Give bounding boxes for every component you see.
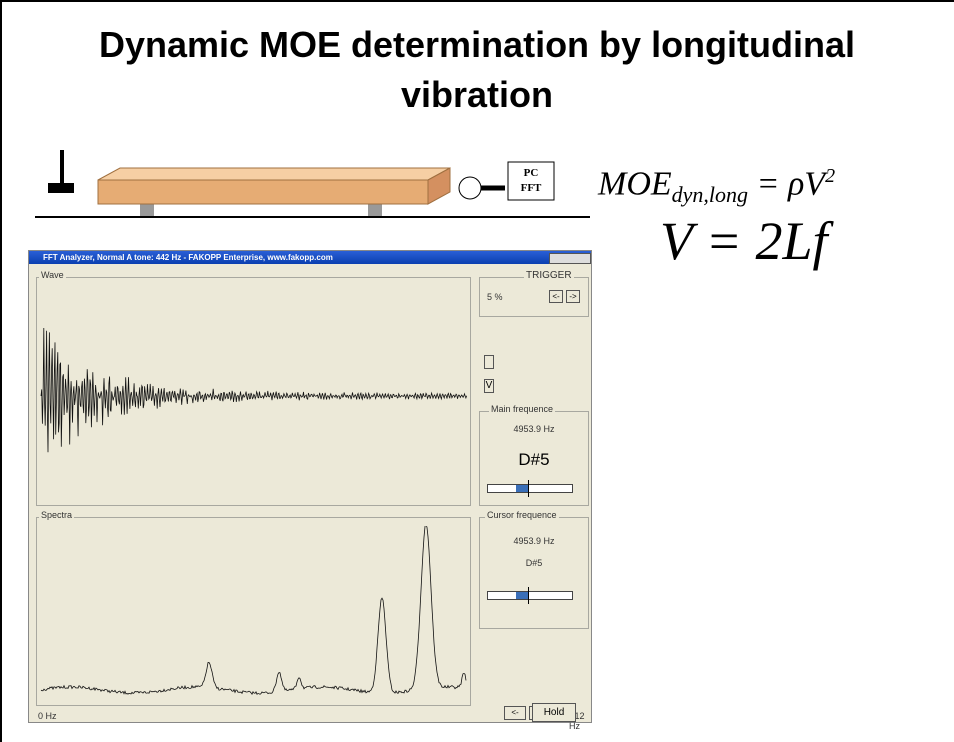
mode-button[interactable] — [484, 355, 494, 369]
slider[interactable] — [487, 480, 573, 497]
group-label: TRIGGER — [524, 270, 574, 281]
waveform — [40, 327, 467, 453]
formula-subscript: dyn,long — [671, 182, 749, 208]
group-label: Wave — [39, 270, 66, 280]
group-label: Spectra — [39, 510, 75, 520]
fft-window: FFT Analyzer, Normal A tone: 442 Hz - FA… — [28, 250, 592, 731]
cursor-frequence-group — [479, 517, 589, 629]
formula-velocity: V = 2Lf — [660, 211, 828, 271]
axis-min: 0 Hz — [38, 711, 57, 721]
group-label: Main frequence — [489, 404, 556, 414]
frequency-value: 4953.9 Hz — [513, 536, 555, 546]
formula-part: = ρV — [756, 165, 826, 203]
beam-diagram: PC FFT — [35, 150, 590, 218]
formula-moe: MOEdyn,long = ρV2 — [598, 165, 835, 208]
group-label: Cursor frequence — [485, 510, 559, 520]
frequency-value: 4953.9 Hz — [513, 424, 555, 434]
window-controls[interactable] — [549, 253, 591, 264]
note-value: D#5 — [518, 450, 550, 469]
formula-superscript: 2 — [825, 165, 836, 187]
trigger-value: 5 % — [487, 292, 503, 302]
mode-button[interactable]: V — [484, 379, 494, 393]
spectrum — [40, 526, 467, 696]
trigger-button[interactable]: -> — [566, 290, 580, 303]
wave-group — [36, 277, 471, 506]
note-value: D#5 — [525, 558, 543, 568]
slider[interactable] — [487, 587, 573, 604]
formula-part: MOE — [598, 165, 672, 203]
spectra-plot — [40, 526, 467, 696]
wave-plot — [40, 327, 467, 453]
box-label: FFT — [521, 182, 542, 194]
spectra-group — [36, 517, 471, 706]
scroll-button[interactable]: <- — [504, 706, 526, 720]
window-title: FFT Analyzer, Normal A tone: 442 Hz - FA… — [29, 251, 591, 264]
trigger-button[interactable]: <- — [549, 290, 563, 303]
slide-title: Dynamic MOE determination by longitudina… — [98, 24, 856, 115]
hold-button[interactable]: Hold — [532, 703, 576, 722]
box-label: PC — [524, 167, 539, 179]
